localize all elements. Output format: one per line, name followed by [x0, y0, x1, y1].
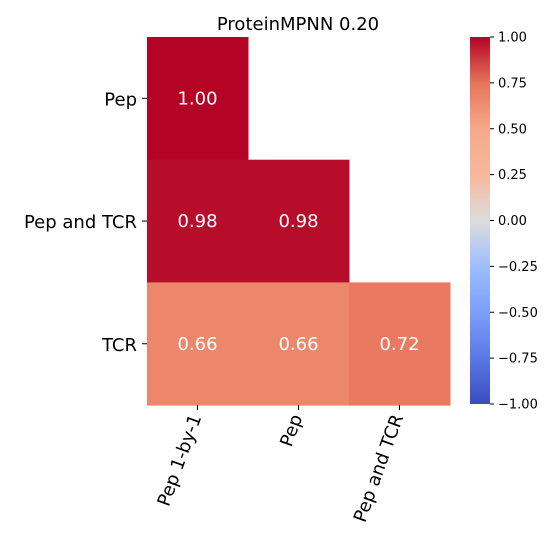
heatmap-cell — [248, 159, 350, 283]
colorbar-tick-label: −1.00 — [498, 398, 538, 413]
colorbar-tick-label: 1.00 — [498, 31, 527, 46]
colorbar-tick-label: −0.50 — [498, 306, 538, 321]
colorbar-tick-label: −0.25 — [498, 260, 538, 275]
cell-value-label: 1.00 — [177, 88, 217, 109]
cell-value-label: 0.66 — [177, 334, 217, 355]
column-label: Pep 1-by-1 — [154, 412, 207, 509]
heatmap-cell — [147, 37, 249, 161]
heatmap-cell — [349, 282, 451, 406]
cell-value-label: 0.98 — [278, 211, 318, 232]
colorbar-tick-label: 0.00 — [498, 214, 527, 229]
heatmap-cell — [248, 282, 350, 406]
colorbar: 1.00 0.75 0.50 0.25 0.00 −0.25 −0.50 −0.75 −1.00 — [470, 31, 538, 413]
row-labels: Pep Pep and TCR TCR — [24, 89, 147, 356]
cell-value-label: 0.98 — [177, 211, 217, 232]
colorbar-tick-label: 0.25 — [498, 168, 527, 183]
cell-value-label: 0.72 — [379, 334, 419, 355]
chart-title: ProteinMPNN 0.20 — [217, 14, 379, 35]
column-label: Pep and TCR — [350, 412, 408, 525]
row-label: TCR — [101, 335, 137, 356]
colorbar-tick-label: 0.75 — [498, 76, 527, 91]
colorbar-tick-label: −0.75 — [498, 352, 538, 367]
row-label: Pep and TCR — [24, 212, 137, 233]
heatmap-cell — [147, 282, 249, 406]
heatmap-cell — [147, 159, 249, 283]
cell-value-label: 0.66 — [278, 334, 318, 355]
heatmap-cells: 1.00 0.98 0.98 0.66 0.66 0.72 — [147, 37, 451, 406]
row-label: Pep — [104, 89, 137, 110]
colorbar-gradient — [470, 37, 490, 404]
column-label: Pep — [276, 412, 307, 450]
colorbar-tick-label: 0.50 — [498, 122, 527, 137]
column-labels: Pep 1-by-1 Pep Pep and TCR — [154, 405, 408, 525]
